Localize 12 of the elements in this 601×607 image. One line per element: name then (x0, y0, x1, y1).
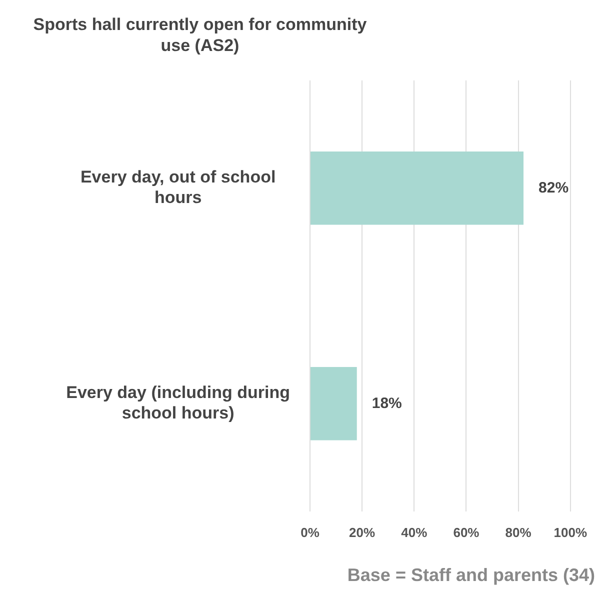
y-tick-label: Every day, out of school hours (80, 168, 276, 208)
y-tick-label: Every day (including during school hours) (66, 383, 290, 423)
x-tick-label: 60% (453, 524, 480, 540)
x-tick-label: 80% (505, 524, 532, 540)
data-label: 82% (538, 179, 569, 196)
x-tick-label: 40% (401, 524, 428, 540)
text: Base = Staff and parents (34) (347, 565, 595, 586)
x-tick-label: 100% (554, 524, 588, 540)
data-label: 18% (372, 394, 402, 412)
x-tick-label: 20% (349, 524, 376, 540)
chart-title: Sports hall currently open for community use (AS2) (32, 14, 368, 56)
x-tick-label: 0% (300, 524, 320, 540)
